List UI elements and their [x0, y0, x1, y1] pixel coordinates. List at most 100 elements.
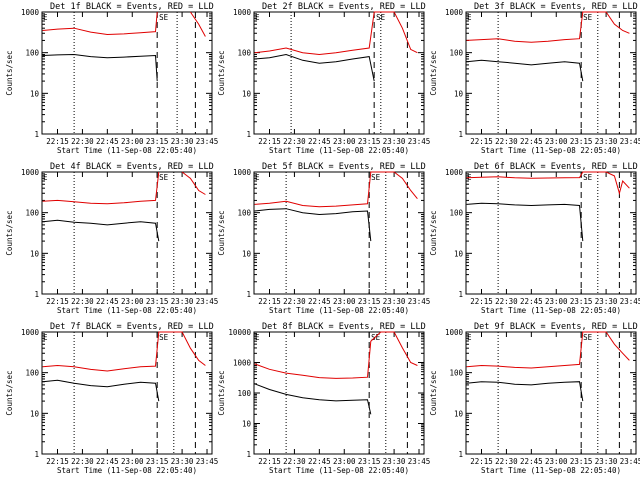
x-tick-label: 23:30 — [595, 457, 618, 466]
lld-series-line — [42, 11, 206, 37]
x-tick-label: 23:30 — [171, 297, 194, 306]
lld-series-line — [466, 331, 630, 369]
marker-se: SE — [371, 173, 381, 182]
x-axis-label: Start Time (11-Sep-08 22:05:40) — [57, 146, 197, 155]
panel-title: Det 3f BLACK = Events, RED = LLD — [474, 2, 638, 12]
x-tick-label: 23:30 — [383, 137, 406, 146]
y-tick-label: 100 — [449, 369, 463, 378]
x-tick-label: 22:45 — [520, 457, 543, 466]
events-series-line — [42, 219, 160, 242]
x-tick-label: 23:45 — [408, 457, 431, 466]
x-tick-label: 22:45 — [520, 297, 543, 306]
marker-e: E — [255, 13, 260, 22]
x-tick-label: 22:30 — [283, 137, 306, 146]
x-tick-label: 23:00 — [121, 297, 144, 306]
y-tick-label: 1000 — [233, 8, 252, 17]
lld-series-line — [254, 171, 418, 208]
marker-se: SE — [371, 333, 381, 342]
lld-series-line — [254, 11, 418, 56]
y-tick-label: 1 — [458, 130, 463, 139]
panel-title: Det 9f BLACK = Events, RED = LLD — [474, 322, 638, 332]
y-tick-label: 100 — [25, 369, 39, 378]
y-axis-label: Counts/sec — [429, 370, 438, 415]
y-tick-label: 1000 — [445, 328, 464, 337]
x-tick-label: 22:45 — [308, 457, 331, 466]
panel-4: Det 4f BLACK = Events, RED = LLD 1 10 100 10… — [5, 162, 218, 315]
panel-7: Det 7f BLACK = Events, RED = LLD 1 10 100 10… — [5, 322, 218, 475]
x-tick-label: 23:30 — [595, 297, 618, 306]
panel-title: Det 4f BLACK = Events, RED = LLD — [50, 162, 214, 172]
x-tick-label: 22:45 — [96, 137, 119, 146]
marker-e: E — [255, 173, 260, 182]
x-axis-label: Start Time (11-Sep-08 22:05:40) — [481, 306, 621, 315]
x-tick-label: 23:45 — [620, 137, 640, 146]
y-tick-label: 10 — [30, 249, 40, 258]
y-tick-label: 10 — [242, 420, 252, 429]
x-tick-label: 22:30 — [495, 297, 518, 306]
plot-frame — [253, 11, 425, 135]
x-tick-label: 23:45 — [196, 457, 219, 466]
x-tick-label: 22:30 — [495, 457, 518, 466]
y-tick-label: 1 — [34, 450, 39, 459]
y-tick-label: 10 — [242, 249, 252, 258]
x-tick-label: 22:15 — [258, 297, 281, 306]
y-tick-label: 1 — [34, 130, 39, 139]
marker-se: SE — [159, 13, 169, 22]
x-tick-label: 23:15 — [570, 137, 593, 146]
y-tick-label: 10000 — [228, 328, 251, 337]
panel-title: Det 5f BLACK = Events, RED = LLD — [262, 162, 426, 172]
panel-6: Det 6f BLACK = Events, RED = LLD 1 10 100 10… — [429, 162, 640, 315]
panel-title: Det 2f BLACK = Events, RED = LLD — [262, 2, 426, 12]
x-tick-label: 22:30 — [283, 457, 306, 466]
plot-frame — [253, 171, 425, 295]
x-tick-label: 23:30 — [595, 137, 618, 146]
x-tick-label: 23:30 — [383, 297, 406, 306]
plot-frame — [465, 11, 637, 135]
x-axis-label: Start Time (11-Sep-08 22:05:40) — [481, 466, 621, 475]
x-tick-label: 23:45 — [408, 137, 431, 146]
panel-title: Det 8f BLACK = Events, RED = LLD — [262, 322, 426, 332]
x-tick-label: 23:15 — [570, 457, 593, 466]
x-tick-label: 22:15 — [258, 457, 281, 466]
y-axis-label: Counts/sec — [429, 210, 438, 255]
events-series-line — [254, 53, 375, 82]
x-tick-label: 23:00 — [545, 137, 568, 146]
y-tick-label: 1000 — [21, 168, 40, 177]
x-tick-label: 23:45 — [620, 457, 640, 466]
plot-frame — [41, 171, 213, 295]
x-tick-label: 23:30 — [383, 457, 406, 466]
y-tick-label: 100 — [237, 209, 251, 218]
x-tick-label: 23:45 — [196, 297, 219, 306]
x-tick-label: 23:15 — [358, 457, 381, 466]
y-tick-label: 100 — [25, 209, 39, 218]
y-tick-label: 1 — [246, 450, 251, 459]
y-tick-label: 100 — [449, 49, 463, 58]
marker-e: E — [43, 13, 48, 22]
marker-e: E — [255, 333, 260, 342]
y-tick-label: 1000 — [445, 168, 464, 177]
y-tick-label: 10 — [454, 249, 464, 258]
y-tick-label: 100 — [449, 209, 463, 218]
x-tick-label: 22:15 — [258, 137, 281, 146]
y-axis-label: Counts/sec — [429, 50, 438, 95]
x-tick-label: 23:15 — [146, 137, 169, 146]
y-tick-label: 1 — [458, 450, 463, 459]
x-tick-label: 22:45 — [96, 297, 119, 306]
marker-e: E — [43, 173, 48, 182]
x-tick-label: 22:15 — [470, 297, 493, 306]
x-tick-label: 23:00 — [545, 297, 568, 306]
x-tick-label: 23:45 — [408, 297, 431, 306]
x-tick-label: 22:30 — [71, 457, 94, 466]
x-axis-label: Start Time (11-Sep-08 22:05:40) — [269, 146, 409, 155]
panel-9: Det 9f BLACK = Events, RED = LLD 1 10 100 10… — [429, 322, 640, 475]
x-tick-label: 22:45 — [308, 297, 331, 306]
x-tick-label: 23:00 — [333, 137, 356, 146]
marker-e: E — [43, 333, 48, 342]
y-axis-label: Counts/sec — [217, 370, 226, 415]
events-series-line — [42, 379, 160, 402]
plot-frame — [253, 331, 425, 455]
events-series-line — [466, 202, 584, 242]
y-tick-label: 1000 — [233, 168, 252, 177]
x-tick-label: 22:30 — [283, 297, 306, 306]
marker-se: SE — [159, 173, 169, 182]
